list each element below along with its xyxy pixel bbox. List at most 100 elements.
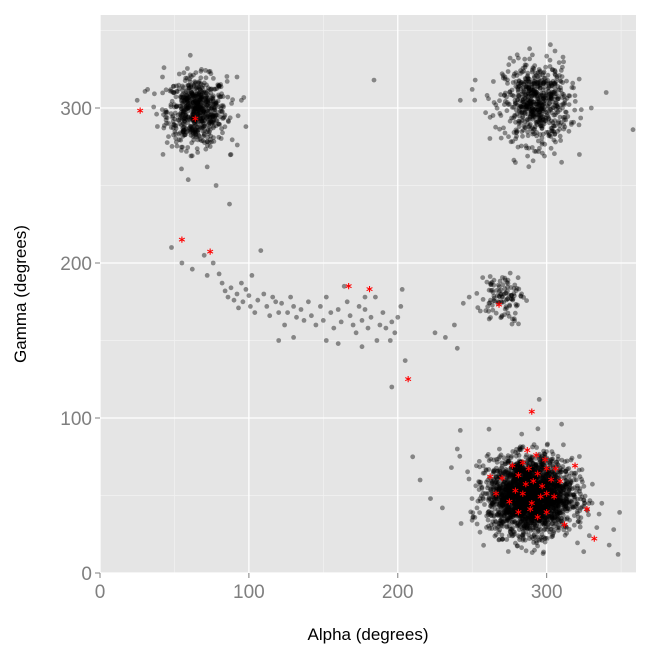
data-point: [226, 119, 231, 125]
data-point: [537, 115, 543, 121]
data-point: [538, 517, 543, 523]
data-point: [543, 496, 549, 502]
data-point: [532, 88, 538, 94]
marked-point: *: [542, 455, 549, 470]
data-point: [213, 118, 219, 123]
data-point: [200, 133, 206, 139]
data-point: [509, 495, 515, 501]
data-point: [239, 97, 244, 103]
data-point: [533, 469, 539, 474]
data-point: [529, 500, 534, 505]
data-point: [228, 152, 234, 157]
data-point: [207, 116, 213, 122]
data-point: [205, 143, 210, 148]
x-tick-label: 100: [233, 582, 265, 603]
data-point: [539, 532, 545, 537]
data-point: [543, 491, 548, 496]
data-point: [503, 99, 508, 104]
data-point: [556, 527, 561, 533]
data-point: [566, 527, 572, 532]
data-point: [183, 113, 189, 118]
data-point: [193, 95, 198, 100]
data-point: [545, 468, 551, 474]
data-point: [566, 500, 572, 506]
data-point: [194, 118, 200, 124]
data-point: [548, 42, 553, 48]
data-point: [538, 493, 544, 499]
data-point: [520, 467, 526, 472]
data-point: [546, 480, 552, 486]
data-point: [537, 85, 543, 91]
data-point: [530, 129, 535, 135]
data-point: [168, 125, 174, 130]
data-point: [205, 113, 211, 119]
data-point: [142, 89, 148, 94]
data-point: [524, 468, 529, 474]
data-point: [603, 90, 609, 95]
data-point: [219, 109, 225, 115]
data-point: [168, 102, 174, 108]
data-point: [528, 478, 534, 484]
data-point: [560, 64, 565, 70]
data-point: [528, 482, 534, 487]
data-point: [553, 474, 559, 480]
data-point: [199, 118, 205, 124]
data-point: [548, 91, 554, 97]
data-point: [554, 486, 560, 491]
data-point: [521, 88, 527, 94]
data-point: [546, 514, 552, 519]
data-point: [550, 451, 556, 457]
data-point: [562, 459, 568, 465]
data-point: [505, 482, 511, 488]
data-point: [510, 500, 516, 506]
data-point: [195, 116, 200, 122]
data-point: [530, 507, 536, 513]
data-point: [517, 80, 523, 86]
data-point: [539, 106, 544, 111]
data-point: [496, 520, 501, 526]
data-point: [180, 105, 186, 111]
data-point: [549, 128, 555, 134]
data-point: [517, 496, 523, 502]
data-point: [534, 489, 539, 495]
data-point: [528, 481, 534, 487]
data-point: [536, 524, 542, 530]
data-point: [518, 459, 524, 465]
data-point: [538, 489, 543, 495]
data-point: [539, 490, 544, 496]
data-point: [544, 110, 550, 116]
data-point: [170, 115, 175, 120]
data-point: [555, 500, 561, 506]
data-point: [298, 307, 304, 312]
data-point: [236, 305, 241, 311]
data-point: [208, 112, 214, 118]
data-point: [527, 508, 533, 514]
data-point: [511, 503, 517, 509]
data-point: [192, 129, 198, 135]
data-point: [550, 469, 555, 474]
data-point: [539, 464, 545, 470]
data-point: [225, 118, 231, 124]
data-point: [203, 90, 209, 96]
data-point: [184, 105, 190, 111]
data-point: [560, 523, 566, 529]
data-point: [501, 491, 507, 497]
data-point: [533, 490, 539, 496]
data-point: [564, 479, 570, 485]
data-point: [558, 488, 563, 494]
data-point: [184, 149, 189, 154]
data-point: [531, 513, 536, 518]
data-point: [193, 131, 198, 137]
data-point: [538, 82, 543, 88]
data-point: [497, 484, 503, 489]
data-point: [515, 102, 520, 108]
data-point: [199, 67, 204, 72]
data-point: [183, 91, 188, 97]
data-point: [180, 109, 186, 115]
data-point: [542, 505, 547, 511]
data-point: [536, 99, 542, 105]
marked-point: *: [591, 535, 598, 550]
data-point: [189, 124, 194, 130]
data-point: [529, 467, 535, 473]
data-point: [552, 91, 558, 97]
